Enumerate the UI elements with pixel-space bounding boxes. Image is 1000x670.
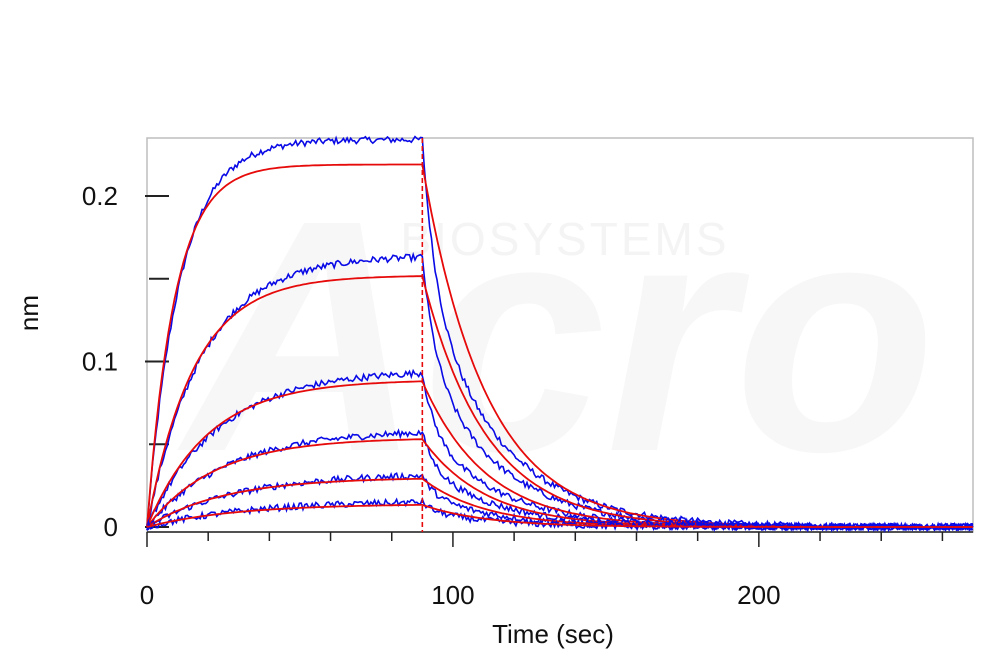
x-axis-title: Time (sec) [492, 619, 614, 649]
watermark-logo: Acro [174, 151, 936, 520]
y-tick-label: 0.2 [82, 181, 118, 211]
watermark-subtext: BIOSYSTEMS [400, 213, 729, 265]
x-tick-label: 0 [140, 580, 154, 610]
y-axis-title: nm [14, 295, 44, 331]
watermark: Acro BIOSYSTEMS [174, 151, 936, 520]
curves [146, 135, 974, 533]
axes: 0 100 200 0 0.1 0.2 [82, 181, 973, 610]
x-tick-label: 100 [431, 580, 474, 610]
fit-curve-6 [146, 503, 973, 528]
y-tick-label: 0.1 [82, 346, 118, 376]
y-tick-label: 0 [104, 512, 118, 542]
measured-curve-5 [146, 471, 974, 533]
x-tick-label: 200 [737, 580, 780, 610]
